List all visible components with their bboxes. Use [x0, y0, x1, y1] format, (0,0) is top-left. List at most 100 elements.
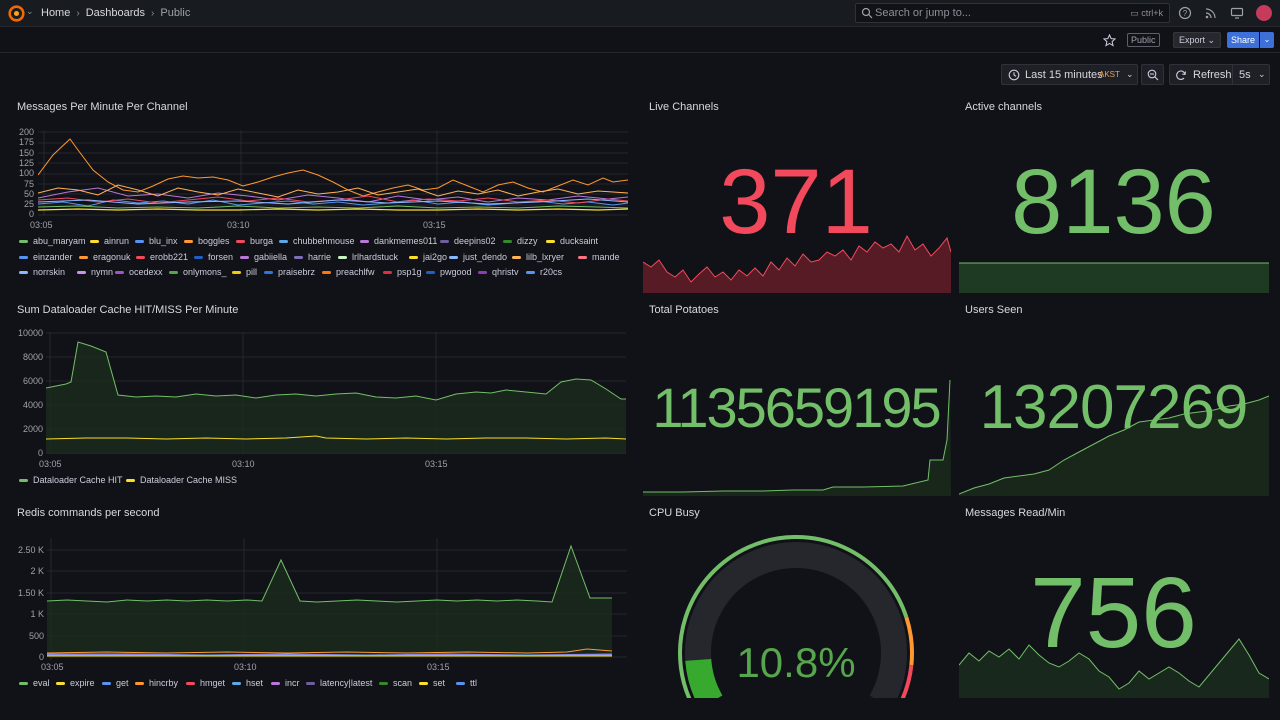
breadcrumb-dashboards[interactable]: Dashboards [85, 7, 146, 19]
share-dropdown-button[interactable]: ⌄ [1260, 32, 1274, 48]
export-button[interactable]: Export ⌄ [1173, 32, 1222, 48]
dashboard-toolbar [0, 27, 1280, 53]
panel-title[interactable]: Active channels [965, 101, 1043, 113]
legend-item[interactable]: ocedexx [115, 267, 163, 277]
legend-swatch [322, 271, 331, 275]
legend-item[interactable]: burga [236, 236, 273, 246]
panel-title[interactable]: Total Potatoes [649, 304, 719, 316]
legend-item[interactable]: norrskin [19, 267, 65, 277]
chevron-down-icon[interactable]: ⌄ [26, 6, 34, 16]
legend-item[interactable]: Dataloader Cache HIT [19, 475, 123, 485]
legend-item[interactable]: blu_inx [135, 236, 178, 246]
legend-swatch [409, 256, 418, 260]
chevron-right-icon: › [151, 7, 155, 19]
legend-item[interactable]: eval [19, 678, 50, 688]
legend-item[interactable]: erobb221 [136, 252, 188, 262]
keyboard-shortcut: ▭ ctrl+k [1130, 8, 1163, 18]
legend-item[interactable]: psp1g [383, 267, 422, 277]
refresh-interval[interactable]: 5s [1239, 69, 1251, 81]
panel-title[interactable]: Live Channels [649, 101, 719, 113]
legend-item[interactable]: set [419, 678, 445, 688]
legend-swatch [426, 271, 435, 275]
legend-item[interactable]: nymn [77, 267, 113, 277]
breadcrumb-home[interactable]: Home [41, 7, 71, 19]
gauge-threshold-orange [904, 616, 914, 666]
legend-item[interactable]: lrlhardstuck [338, 252, 398, 262]
legend-item[interactable]: deepins02 [440, 236, 496, 246]
legend-item[interactable]: qhristv [478, 267, 519, 277]
legend-item[interactable]: ainrun [90, 236, 129, 246]
legend-item[interactable]: latency|latest [306, 678, 372, 688]
legend-item[interactable]: incr [271, 678, 300, 688]
legend-item[interactable]: praisebrz [264, 267, 315, 277]
star-icon[interactable] [1103, 34, 1116, 47]
chevron-down-icon: ⌄ [1207, 35, 1216, 45]
legend-item[interactable]: chubbehmouse [279, 236, 355, 246]
timezone-label: AKST [1099, 70, 1120, 79]
y-tick: 25 [23, 199, 34, 209]
grafana-logo-icon[interactable] [8, 5, 25, 22]
legend-item[interactable]: gabiiella [240, 252, 287, 262]
redis-timeseries-chart[interactable] [47, 538, 627, 660]
legend-item[interactable]: hset [232, 678, 263, 688]
legend-item[interactable]: get [102, 678, 129, 688]
legend-item[interactable]: hmget [186, 678, 225, 688]
legend-swatch [184, 240, 193, 244]
messages-timeseries-chart[interactable] [38, 130, 628, 216]
search-input[interactable]: Search or jump to... ▭ ctrl+k [855, 3, 1170, 23]
cache-timeseries-chart[interactable] [46, 332, 626, 454]
x-tick: 03:05 [41, 662, 64, 672]
legend-item[interactable]: lilb_lxryer [512, 252, 564, 262]
legend-item[interactable]: abu_maryam [19, 236, 86, 246]
stat-value: 8136 [1011, 151, 1216, 253]
legend-item[interactable]: just_dendo [449, 252, 507, 262]
legend-item[interactable]: dizzy [503, 236, 538, 246]
legend-item[interactable]: pwgood [426, 267, 472, 277]
help-icon[interactable]: ? [1178, 6, 1192, 20]
legend-item[interactable]: r20cs [526, 267, 562, 277]
legend-item[interactable]: expire [56, 678, 95, 688]
legend-item[interactable]: eragonuk [79, 252, 131, 262]
legend-item[interactable]: mande [578, 252, 620, 262]
legend-swatch [90, 240, 99, 244]
legend-swatch [338, 256, 347, 260]
panel-title[interactable]: Redis commands per second [17, 507, 160, 519]
legend-swatch [294, 256, 303, 260]
y-tick: 100 [18, 168, 34, 178]
news-rss-icon[interactable] [1204, 6, 1218, 20]
x-tick: 03:05 [30, 220, 53, 230]
legend-item[interactable]: einzander [19, 252, 73, 262]
legend-item[interactable]: ducksaint [546, 236, 598, 246]
legend-swatch [440, 240, 449, 244]
chevron-right-icon: › [76, 7, 80, 19]
legend-item[interactable]: harrie [294, 252, 331, 262]
legend-item[interactable]: onlymons_ [169, 267, 227, 277]
legend-item[interactable]: hincrby [135, 678, 178, 688]
x-tick: 03:10 [227, 220, 250, 230]
panel-title[interactable]: Users Seen [965, 304, 1023, 316]
time-range-picker[interactable]: Last 15 minutes AKST ⌄ [1001, 64, 1138, 85]
refresh-label: Refresh [1193, 69, 1232, 81]
legend-item[interactable]: jai2go [409, 252, 447, 262]
kiosk-monitor-icon[interactable] [1230, 6, 1244, 20]
breadcrumb: Home › Dashboards › Public [41, 7, 190, 19]
panel-title[interactable]: Messages Per Minute Per Channel [17, 101, 188, 113]
refresh-button[interactable]: Refresh 5s ⌄ [1169, 64, 1270, 85]
share-button[interactable]: Share [1227, 32, 1259, 48]
legend-swatch [236, 240, 245, 244]
legend-item[interactable]: ttl [456, 678, 477, 688]
panel-title[interactable]: Messages Read/Min [965, 507, 1066, 519]
legend-item[interactable]: Dataloader Cache MISS [126, 475, 237, 485]
legend-item[interactable]: dankmemes011 [360, 236, 437, 246]
legend-item[interactable]: preachlfw [322, 267, 375, 277]
panel-title[interactable]: Sum Dataloader Cache HIT/MISS Per Minute [17, 304, 239, 316]
legend-item[interactable]: scan [379, 678, 412, 688]
zoom-out-button[interactable] [1141, 64, 1164, 85]
y-tick: 0 [38, 652, 44, 662]
legend-item[interactable]: pill [232, 267, 257, 277]
panel-title[interactable]: CPU Busy [649, 507, 700, 519]
legend-swatch [449, 256, 458, 260]
legend-item[interactable]: boggles [184, 236, 230, 246]
user-avatar[interactable] [1256, 5, 1272, 21]
legend-item[interactable]: forsen [194, 252, 233, 262]
